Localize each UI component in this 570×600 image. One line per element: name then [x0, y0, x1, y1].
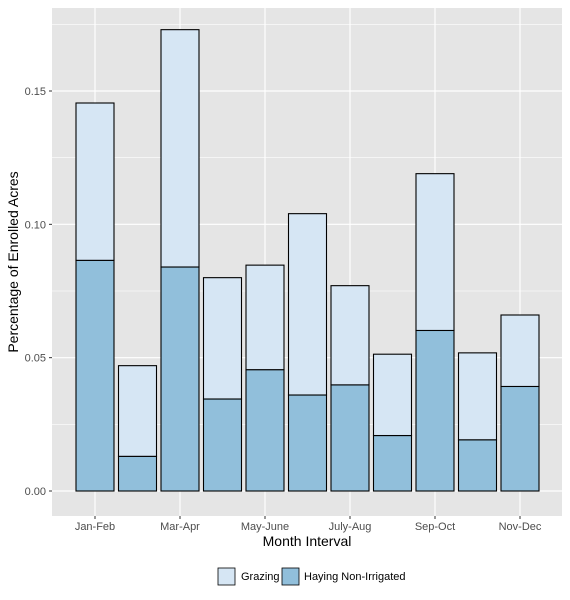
legend-label-haying-non-irrigated: Haying Non-Irrigated [304, 571, 406, 583]
bar-haying-non-irrigated [202, 398, 243, 492]
bar-grazing [202, 277, 243, 400]
y-tick-label: 0.00 [25, 486, 46, 498]
x-axis: Jan-Feb Mar-Apr May-June July-Aug Sep-Oct Nov… [75, 516, 542, 533]
bar-haying-non-irrigated [245, 369, 285, 492]
x-tick-label: May-June [241, 521, 289, 533]
bar-grazing [245, 264, 285, 371]
legend-label-grazing: Grazing [241, 571, 280, 583]
x-tick-label: Jan-Feb [75, 521, 115, 533]
x-tick-label: Mar-Apr [160, 521, 200, 533]
y-tick-label: 0.10 [25, 219, 46, 231]
bar-grazing [372, 353, 413, 437]
legend: Grazing Haying Non-Irrigated [217, 567, 406, 586]
bar-haying-non-irrigated [287, 394, 328, 492]
bars [75, 29, 540, 492]
bar-haying-non-irrigated [500, 385, 540, 492]
bar-grazing [75, 102, 115, 261]
bar-grazing [500, 314, 540, 388]
x-axis-title: Month Interval [263, 533, 352, 549]
bar-haying-non-irrigated [457, 439, 498, 492]
y-axis-title: Percentage of Enrolled Acres [5, 171, 21, 352]
bar-grazing [117, 365, 158, 457]
y-axis: 0.00 0.05 0.10 0.15 [25, 86, 52, 498]
bar-haying-non-irrigated [372, 434, 413, 492]
bar-haying-non-irrigated [160, 266, 200, 492]
legend-key-grazing [217, 567, 236, 586]
bar-haying-non-irrigated [415, 329, 455, 492]
x-tick-label: Nov-Dec [499, 521, 542, 533]
bar-haying-non-irrigated [330, 384, 370, 492]
bar-haying-non-irrigated [117, 455, 158, 492]
bar-grazing [457, 352, 498, 441]
y-tick-label: 0.05 [25, 353, 46, 365]
bar-grazing [330, 285, 370, 386]
legend-key-haying-non-irrigated [281, 567, 300, 586]
bar-grazing [415, 173, 455, 332]
y-tick-label: 0.15 [25, 86, 46, 98]
bar-haying-non-irrigated [75, 259, 115, 492]
bar-grazing [287, 213, 328, 396]
x-tick-label: July-Aug [329, 521, 372, 533]
bar-grazing [160, 29, 200, 268]
x-tick-label: Sep-Oct [415, 521, 455, 533]
